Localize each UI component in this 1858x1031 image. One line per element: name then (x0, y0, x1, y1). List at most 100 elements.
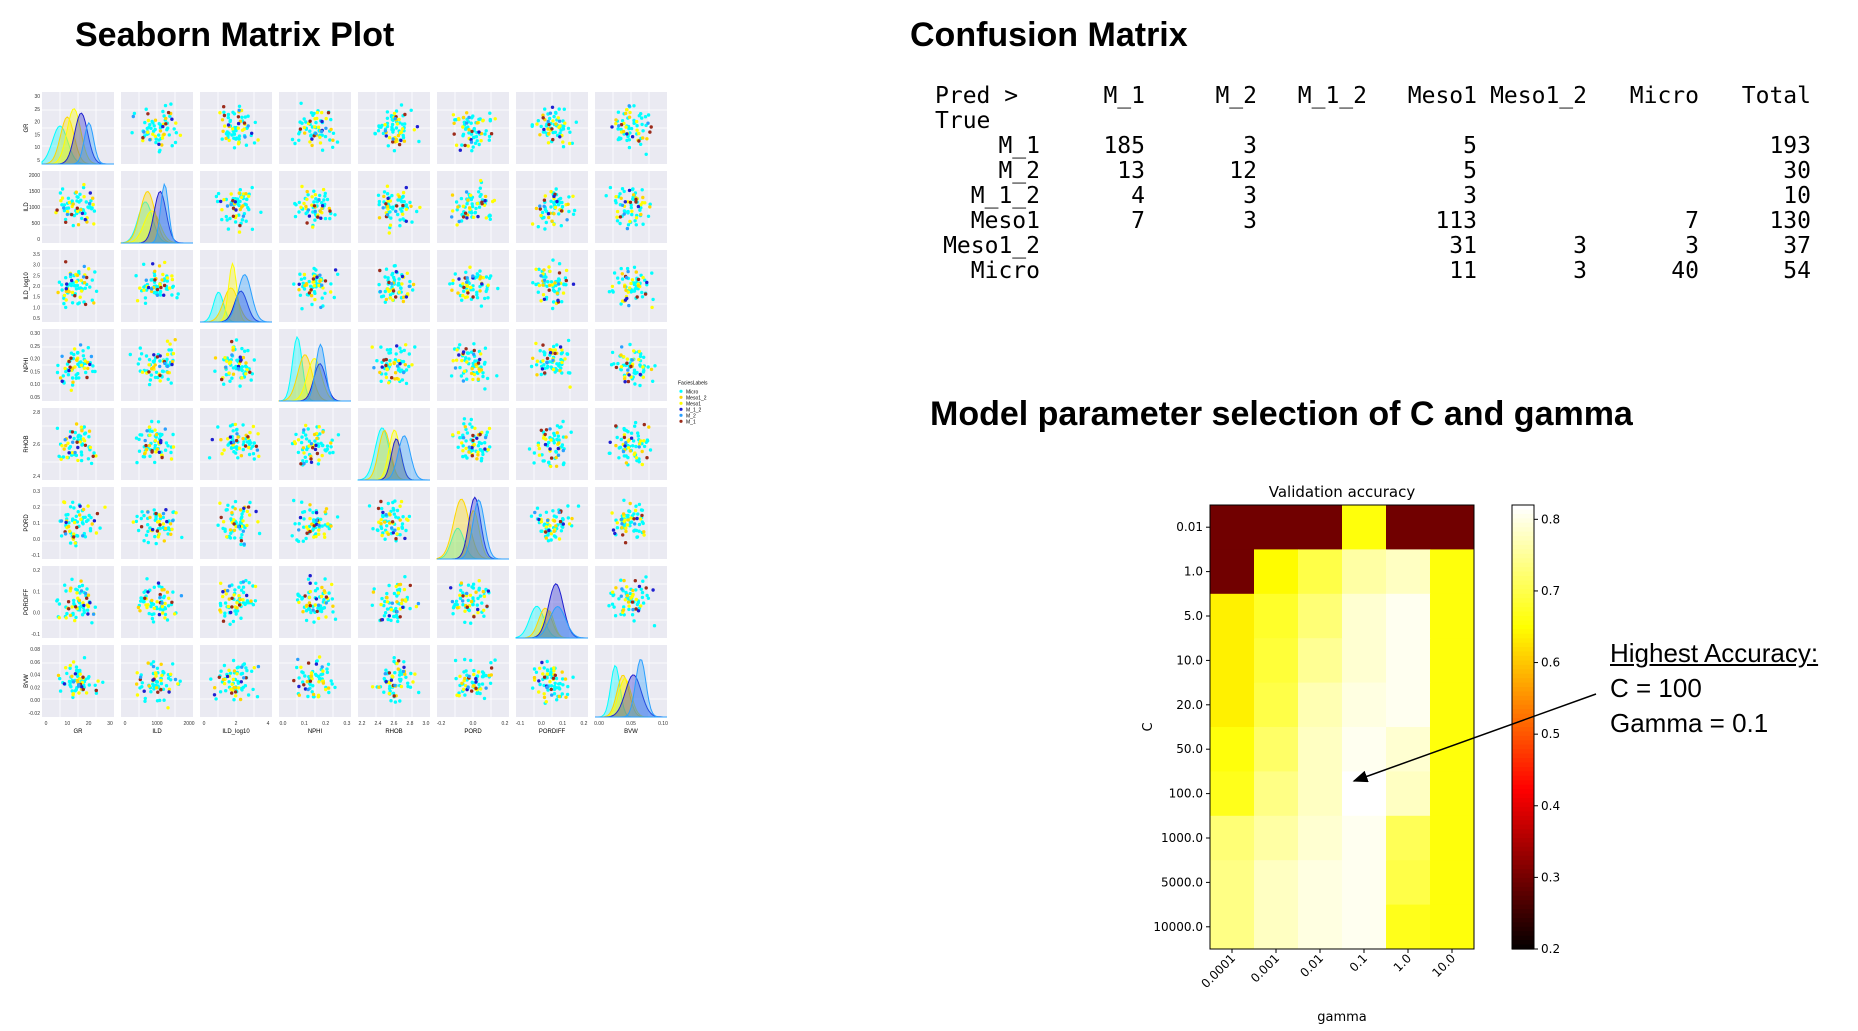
scatter-point (88, 362, 92, 367)
scatter-point (564, 268, 569, 273)
scatter-point (400, 127, 405, 131)
confusion-cell: 37 (1783, 233, 1811, 259)
heatmap-cell (1254, 593, 1299, 639)
scatter-point (142, 130, 146, 134)
scatter-point (82, 439, 87, 443)
scatter-point (389, 618, 393, 623)
scatter-point (64, 220, 68, 224)
scatter-point (399, 199, 403, 203)
scatter-point (559, 224, 563, 228)
scatter-point (614, 201, 618, 205)
scatter-point (228, 622, 232, 626)
scatter-point (240, 688, 244, 692)
scatter-point (634, 607, 638, 611)
scatter-point (143, 596, 147, 600)
scatter-point (144, 443, 148, 448)
colorbar-segment (1512, 633, 1534, 639)
scatter-point (466, 198, 470, 202)
confusion-cell: 40 (1671, 258, 1699, 284)
heatmap-cell (1298, 682, 1343, 728)
x-tick-label: -0.1 (516, 721, 525, 727)
scatter-point (604, 194, 608, 198)
confusion-row: Micro 11 3 40 54 (910, 259, 1811, 284)
scatter-point (246, 693, 251, 697)
scatter-point (238, 384, 242, 388)
scatter-point (367, 504, 372, 508)
scatter-point (473, 211, 477, 215)
scatter-point (537, 517, 541, 522)
scatter-point (305, 603, 309, 608)
confusion-cell: 3 (1685, 233, 1699, 259)
scatter-point (90, 298, 95, 302)
scatter-point (385, 524, 389, 528)
scatter-point (320, 665, 324, 669)
scatter-point (379, 524, 383, 529)
scatter-point (474, 362, 478, 367)
scatter-point (302, 287, 307, 291)
scatter-point (150, 419, 154, 424)
colorbar-segment (1512, 700, 1534, 706)
heatmap-cell (1430, 904, 1475, 950)
scatter-point (650, 271, 654, 275)
scatter-point (234, 694, 238, 698)
scatter-point (563, 276, 568, 280)
scatter-point (151, 620, 156, 624)
scatter-point (300, 184, 304, 189)
scatter-point (252, 457, 256, 461)
scatter-point (331, 145, 335, 149)
scatter-point (55, 599, 59, 603)
scatter-point (397, 117, 401, 122)
scatter-point (619, 365, 624, 369)
scatter-point (614, 365, 619, 370)
scatter-point (317, 198, 321, 202)
scatter-point (94, 289, 99, 293)
scatter-point (130, 131, 134, 135)
scatter-point (468, 422, 472, 426)
scatter-point (311, 446, 315, 450)
scatter-point (297, 684, 301, 689)
scatter-point (465, 276, 469, 280)
scatter-point (301, 610, 305, 614)
scatter-point (319, 129, 324, 134)
scatter-point (320, 672, 325, 676)
colorbar-segment (1512, 589, 1534, 595)
scatter-point (169, 457, 174, 461)
scatter-point (487, 134, 492, 139)
scatter-point (651, 379, 655, 383)
scatter-point (306, 694, 310, 699)
scatter-point (454, 143, 459, 147)
scatter-point (60, 354, 64, 358)
heatmap-cell (1254, 505, 1299, 550)
scatter-point (379, 499, 383, 504)
scatter-point (567, 522, 572, 526)
scatter-point (77, 376, 81, 380)
scatter-point (388, 362, 392, 366)
scatter-point (60, 187, 65, 191)
scatter-point (552, 222, 556, 227)
scatter-point (96, 679, 100, 683)
scatter-point (549, 190, 553, 194)
scatter-point (482, 594, 487, 599)
scatter-point (389, 608, 393, 612)
scatter-point (383, 537, 387, 541)
scatter-point (616, 276, 620, 280)
scatter-point (65, 671, 69, 676)
scatter-point (160, 432, 164, 437)
scatter-point (313, 603, 317, 607)
scatter-point (155, 529, 160, 533)
scatter-point (457, 117, 461, 121)
scatter-point (314, 197, 318, 201)
scatter-point (81, 515, 85, 520)
scatter-point (646, 365, 650, 369)
scatter-point (321, 430, 325, 434)
scatter-point (83, 443, 88, 447)
scatter-point (627, 188, 632, 193)
scatter-point (557, 203, 561, 207)
y-tick-label: 0 (37, 237, 40, 243)
pair-panel: PORD-0.10.00.10.20.3 (24, 487, 114, 559)
scatter-point (410, 363, 414, 367)
scatter-point (472, 348, 476, 353)
scatter-point (624, 590, 628, 595)
scatter-point (458, 365, 462, 370)
scatter-point (234, 612, 238, 616)
